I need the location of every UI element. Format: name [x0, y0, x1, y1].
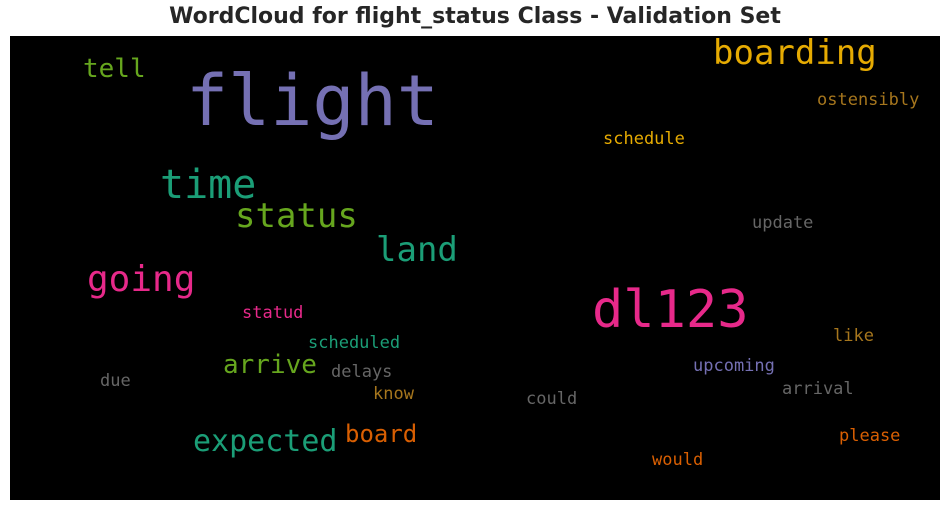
word-flight: flight — [186, 60, 439, 142]
word-expected: expected — [193, 424, 338, 459]
chart-title: WordCloud for flight_status Class - Vali… — [169, 4, 781, 29]
word-could: could — [526, 389, 578, 409]
word-schedule: schedule — [603, 129, 685, 149]
word-arrival: arrival — [782, 379, 854, 399]
word-time: time — [160, 162, 257, 208]
word-boarding: boarding — [713, 36, 877, 73]
word-land: land — [376, 230, 458, 270]
word-due: due — [100, 371, 131, 391]
word-status: status — [235, 196, 358, 236]
word-like: like — [833, 326, 874, 346]
word-statud: statud — [242, 303, 304, 323]
word-ostensibly: ostensibly — [817, 90, 920, 110]
word-know: know — [373, 384, 414, 404]
word-arrive: arrive — [223, 350, 317, 380]
word-tell: tell — [83, 54, 146, 84]
word-please: please — [839, 426, 901, 446]
word-board: board — [345, 420, 418, 448]
word-update: update — [752, 213, 814, 233]
word-upcoming: upcoming — [693, 356, 775, 376]
word-cloud-canvas: flight boarding tell ostensibly schedule… — [10, 36, 940, 500]
word-scheduled: scheduled — [308, 333, 401, 353]
word-going: going — [87, 259, 196, 300]
word-delays: delays — [331, 362, 393, 382]
word-dl123: dl123 — [592, 280, 749, 340]
word-would: would — [652, 450, 704, 470]
